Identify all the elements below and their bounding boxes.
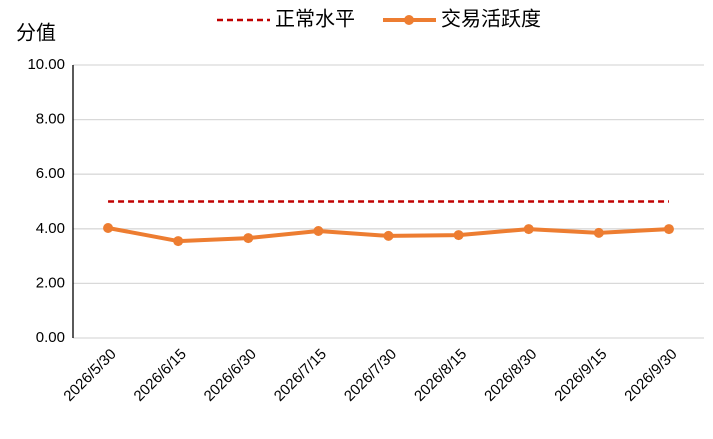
- legend-marker: [404, 15, 414, 25]
- x-tick-label: 2026/7/15: [271, 346, 330, 405]
- data-point: [313, 225, 324, 236]
- data-point: [103, 222, 114, 233]
- x-tick-label: 2026/9/30: [621, 346, 680, 405]
- y-tick-label: 0.00: [36, 329, 65, 346]
- data-point: [593, 227, 604, 238]
- x-tick-label: 2026/5/30: [60, 346, 119, 405]
- data-point: [243, 233, 254, 244]
- legend-label: 正常水平: [275, 7, 355, 30]
- legend-label: 交易活跃度: [441, 7, 541, 30]
- y-axis-label: 分值: [16, 21, 56, 44]
- data-point: [453, 230, 464, 241]
- x-tick-label: 2026/6/15: [131, 346, 190, 405]
- x-tick-label: 2026/6/30: [201, 346, 260, 405]
- y-tick-label: 10.00: [27, 56, 65, 73]
- data-point: [663, 224, 674, 235]
- y-tick-label: 8.00: [36, 111, 65, 128]
- y-tick-label: 6.00: [36, 165, 65, 182]
- x-tick-label: 2026/8/15: [411, 346, 470, 405]
- x-tick-label: 2026/9/15: [551, 346, 610, 405]
- y-tick-label: 4.00: [36, 220, 65, 237]
- y-tick-label: 2.00: [36, 274, 65, 291]
- data-point: [173, 236, 184, 247]
- x-tick-label: 2026/8/30: [481, 346, 540, 405]
- data-point: [383, 230, 394, 241]
- data-point: [523, 224, 534, 235]
- x-tick-label: 2026/7/30: [341, 346, 400, 405]
